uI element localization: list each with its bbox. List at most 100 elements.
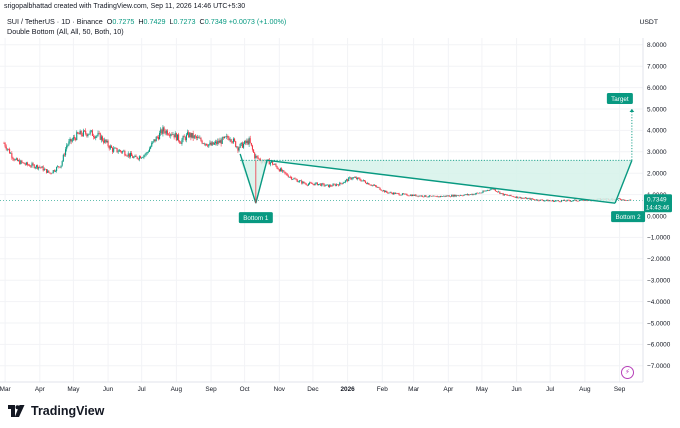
candle-body (620, 198, 622, 200)
candle-body (139, 156, 142, 159)
candle-body (181, 139, 183, 144)
tradingview-logo[interactable]: TradingView (8, 404, 104, 418)
candle-body (316, 182, 318, 186)
candle-body (329, 185, 331, 188)
candle-body (228, 138, 230, 141)
candle-body (63, 154, 65, 156)
candle-body (371, 185, 373, 186)
brand-name: TradingView (31, 404, 105, 418)
candle-body (629, 199, 631, 201)
low-value: 0.7273 (173, 17, 196, 26)
candle-body (450, 196, 452, 198)
candle-body (124, 150, 126, 156)
candle-body (6, 148, 8, 150)
candle-body (370, 184, 372, 186)
candle-body (451, 195, 453, 197)
candle-body (443, 195, 445, 197)
candle-body (222, 137, 224, 139)
candle-body (122, 151, 124, 153)
candle-body (199, 138, 201, 139)
candle-body (167, 134, 170, 136)
time-axis[interactable]: Mar Apr May Jun Jul Aug Sep Oct Nov Dec 2026 Feb Mar… (0, 381, 643, 393)
lightning-icon[interactable]: ⚡ (621, 366, 634, 379)
candle-body (172, 134, 174, 135)
candle-body (100, 136, 102, 140)
candle-body (218, 140, 220, 143)
candle-body (465, 194, 467, 195)
candle-body (274, 164, 276, 165)
price-tick-label: −2.0000 (647, 256, 671, 263)
candle-body (45, 168, 48, 173)
price-tick-label: 0.0000 (647, 213, 667, 220)
candle-body (544, 200, 546, 202)
candle-body (550, 200, 552, 202)
time-tick-label: 2026 (340, 386, 355, 393)
close-label: C (199, 17, 205, 26)
candle-body (156, 136, 158, 138)
candle-body (276, 166, 278, 169)
candle-body (99, 133, 101, 140)
candle-body (23, 162, 25, 165)
candle-body (195, 136, 198, 138)
candles (3, 125, 632, 203)
candle-body (622, 199, 624, 201)
candle-body (310, 182, 312, 184)
candle-body (380, 189, 382, 191)
candle-body (110, 145, 112, 148)
candle-body (554, 201, 556, 202)
candle-body (247, 140, 249, 145)
candle-body (211, 142, 213, 146)
candle-body (429, 195, 431, 197)
time-tick-label: Sep (614, 386, 626, 393)
candle-body (242, 143, 245, 148)
candle-body (452, 195, 454, 197)
candle-body (505, 194, 508, 196)
candle-body (330, 185, 332, 187)
candle-body (541, 199, 543, 201)
candle-body (159, 132, 161, 140)
candle-body (287, 175, 289, 178)
candle-body (586, 200, 588, 201)
candle-body (165, 130, 167, 134)
candle-body (126, 155, 128, 157)
candle-body (510, 194, 512, 196)
candle-body (213, 143, 215, 145)
candle-body (289, 176, 292, 178)
candle-body (160, 129, 162, 133)
indicator-legend[interactable]: Double Bottom (All, All, 50, Both, 10) (7, 27, 124, 36)
candle-body (200, 138, 202, 141)
candle-body (493, 189, 495, 190)
candle-body (482, 190, 484, 193)
candle-body (322, 183, 324, 185)
price-axis[interactable]: 8.0000 7.0000 6.0000 5.0000 4.0000 3.0000 2.00… (642, 38, 672, 382)
candle-body (131, 152, 133, 156)
candle-body (361, 180, 363, 182)
candle-body (96, 135, 98, 137)
candle-body (300, 180, 302, 182)
candle-body (51, 172, 53, 174)
time-tick-label: Dec (307, 386, 319, 393)
candle-body (188, 132, 190, 138)
candle-body (507, 194, 509, 196)
candle-body (234, 138, 236, 142)
candle-body (178, 134, 180, 141)
candle-body (411, 194, 414, 197)
candle-body (381, 190, 383, 192)
candle-body (57, 166, 59, 168)
price-tick-label: −3.0000 (647, 278, 671, 285)
candle-body (333, 184, 335, 185)
candle-body (32, 163, 34, 165)
candle-body (473, 193, 475, 195)
candle-body (408, 195, 410, 197)
candle-body (577, 200, 579, 202)
candle-body (296, 179, 298, 182)
candle-body (244, 140, 246, 144)
candle-body (418, 195, 420, 197)
candle-body (569, 200, 571, 202)
candle-body (572, 200, 574, 202)
candle-body (34, 167, 36, 169)
candle-body (241, 142, 243, 148)
candle-body (362, 180, 364, 181)
candle-body (151, 142, 153, 147)
